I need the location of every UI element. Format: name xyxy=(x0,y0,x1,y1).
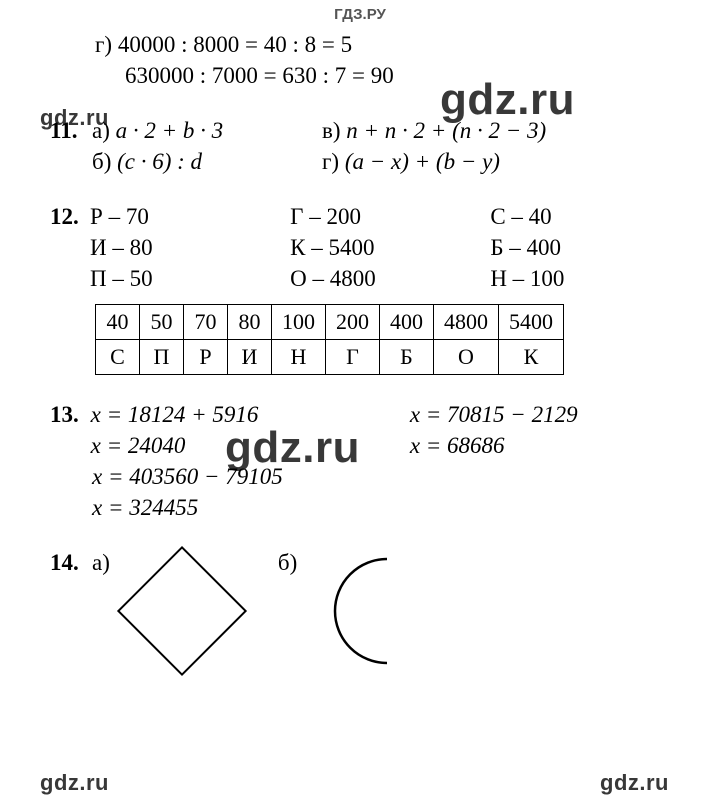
cell: 70 xyxy=(184,305,228,340)
cell: П xyxy=(140,340,184,375)
site-header: ГДЗ.РУ xyxy=(0,0,720,29)
p14-a-label: а) xyxy=(92,547,110,578)
p12-p: П – 50 xyxy=(90,263,290,294)
table-row-numbers: 40 50 70 80 100 200 400 4800 5400 xyxy=(96,305,564,340)
cell: 5400 xyxy=(499,305,564,340)
p12-s: С – 40 xyxy=(490,201,700,232)
arc-shape xyxy=(305,547,415,677)
p12-b: Б – 400 xyxy=(490,232,700,263)
arc-icon xyxy=(305,547,415,677)
p11-v-label: в) xyxy=(322,118,341,143)
intro-expr1: 40000 : 8000 = 40 : 8 = 5 xyxy=(118,32,352,57)
problem-12: 12. Р – 70 Г – 200 С – 40 И – 80 К – 540… xyxy=(50,201,700,375)
watermark-bottom-left: gdz.ru xyxy=(40,770,109,796)
cell: 400 xyxy=(380,305,434,340)
p11-v-expr: n + n · 2 + (n · 2 − 3) xyxy=(346,118,546,143)
cell: Н xyxy=(272,340,326,375)
cell: Г xyxy=(326,340,380,375)
diamond-shape xyxy=(118,547,248,677)
cell: К xyxy=(499,340,564,375)
p12-i: И – 80 xyxy=(90,232,290,263)
problem-number-14: 14. xyxy=(50,547,92,578)
p12-g: Г – 200 xyxy=(290,201,490,232)
label-g: г) xyxy=(95,32,112,57)
diamond-icon xyxy=(117,546,247,676)
p11-a-label: а) xyxy=(92,118,110,143)
problem-number-12: 12. xyxy=(50,201,90,232)
p13-c1l4: x = 324455 xyxy=(92,492,422,523)
cell: Б xyxy=(380,340,434,375)
p12-r: Р – 70 xyxy=(90,201,290,232)
problem-13: 13. x = 18124 + 5916 x = 70815 − 2129 x … xyxy=(50,399,700,523)
problem-number-13: 13. xyxy=(50,399,91,430)
p13-c1l2: x = 24040 xyxy=(91,430,410,461)
cell: 80 xyxy=(228,305,272,340)
p12-k: К – 5400 xyxy=(290,232,490,263)
p12-o: О – 4800 xyxy=(290,263,490,294)
problem-11: 11. а) a · 2 + b · 3 в) n + n · 2 + (n ·… xyxy=(50,115,700,177)
p11-b-expr: (c · 6) : d xyxy=(117,149,202,174)
problem-number-11: 11. xyxy=(50,115,92,146)
p13-c2l2: x = 68686 xyxy=(410,430,700,461)
p13-c1l3: x = 403560 − 79105 xyxy=(92,461,422,492)
p13-c2l1: x = 70815 − 2129 xyxy=(410,399,700,430)
cell: И xyxy=(228,340,272,375)
cell: 4800 xyxy=(434,305,499,340)
intro-block: г) 40000 : 8000 = 40 : 8 = 5 630000 : 70… xyxy=(50,29,700,91)
p11-g-label: г) xyxy=(322,149,339,174)
p13-c1l1: x = 18124 + 5916 xyxy=(91,399,410,430)
cell: 100 xyxy=(272,305,326,340)
p14-b-label: б) xyxy=(278,547,297,578)
cell: Р xyxy=(184,340,228,375)
page-content: г) 40000 : 8000 = 40 : 8 = 5 630000 : 70… xyxy=(0,29,720,677)
p12-table: 40 50 70 80 100 200 400 4800 5400 С П Р … xyxy=(95,304,564,374)
cell: С xyxy=(96,340,140,375)
table-row-letters: С П Р И Н Г Б О К xyxy=(96,340,564,375)
p11-a-expr: a · 2 + b · 3 xyxy=(116,118,224,143)
cell: 200 xyxy=(326,305,380,340)
p11-b-label: б) xyxy=(92,149,111,174)
problem-14: 14. а) б) xyxy=(50,547,700,677)
intro-line2: 630000 : 7000 = 630 : 7 = 90 xyxy=(95,60,700,91)
p11-g-expr: (a − x) + (b − y) xyxy=(345,149,500,174)
cell: 40 xyxy=(96,305,140,340)
cell: О xyxy=(434,340,499,375)
watermark-bottom-right: gdz.ru xyxy=(600,770,669,796)
p12-n: Н – 100 xyxy=(490,263,700,294)
cell: 50 xyxy=(140,305,184,340)
intro-line1: г) 40000 : 8000 = 40 : 8 = 5 xyxy=(95,29,700,60)
